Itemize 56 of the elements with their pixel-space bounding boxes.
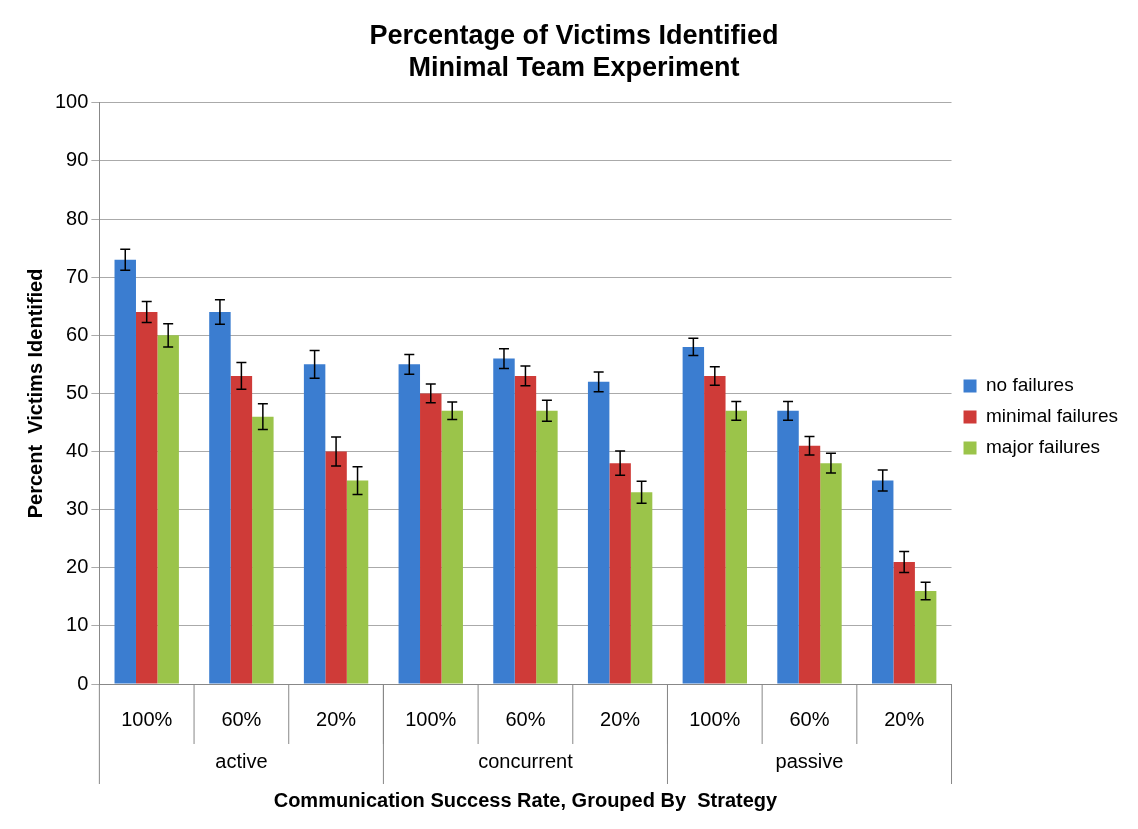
bar — [871, 480, 894, 684]
y-tick-label: 10 — [66, 613, 89, 636]
bar — [704, 375, 726, 684]
bar — [682, 346, 705, 684]
bar — [536, 410, 558, 684]
bar — [725, 410, 747, 684]
x-axis-title: Communication Success Rate, Grouped By Strategy — [273, 788, 779, 811]
x-tick-label: 100% — [405, 707, 457, 730]
bar — [914, 591, 937, 684]
text: concurrent — [478, 749, 574, 772]
y-tick-label: 0 — [77, 671, 89, 694]
bar — [346, 480, 369, 684]
chart-title: Percentage of Victims Identified Minimal Team Experiment — [369, 19, 779, 83]
bar — [398, 364, 421, 684]
text: active — [215, 749, 268, 772]
y-tick-label: 80 — [66, 206, 89, 229]
y-axis-title: Percent Victims Identified — [23, 268, 46, 519]
y-tick-label: 30 — [66, 497, 89, 520]
text: passive — [775, 749, 844, 772]
bar — [820, 463, 842, 684]
bar — [777, 410, 799, 684]
x-tick-label: 20% — [316, 707, 357, 730]
bar — [325, 451, 347, 684]
bar — [114, 259, 136, 684]
bar — [230, 375, 253, 684]
y-tick-label: 70 — [66, 264, 89, 287]
y-tick-label: 40 — [66, 439, 89, 462]
bar — [135, 312, 158, 684]
bar — [587, 381, 610, 684]
y-tick-label: 100 — [54, 90, 89, 113]
bar — [893, 561, 915, 684]
bar — [441, 410, 463, 684]
y-tick-label: 90 — [66, 148, 89, 171]
legend-label: minimal failures — [986, 405, 1118, 427]
bar — [157, 335, 179, 684]
x-tick-label: 60% — [789, 707, 830, 730]
bar — [303, 364, 326, 684]
bar — [514, 375, 537, 684]
legend-label: major failures — [986, 436, 1101, 458]
bar — [798, 445, 821, 684]
x-tick-label: 60% — [505, 707, 546, 730]
x-tick-label: 60% — [221, 707, 262, 730]
x-tick-label: 100% — [689, 707, 741, 730]
x-tick-label: 20% — [600, 707, 641, 730]
bar — [420, 393, 442, 684]
x-tick-label: 20% — [884, 707, 925, 730]
legend-label: no failures — [986, 374, 1074, 396]
y-tick-label: 20 — [66, 555, 89, 578]
x-tick-label: 100% — [121, 707, 173, 730]
bar — [252, 416, 274, 684]
bar — [493, 358, 515, 684]
bar — [209, 312, 231, 684]
y-tick-label: 60 — [66, 322, 89, 345]
bar — [630, 492, 653, 684]
bar — [609, 463, 631, 684]
y-tick-label: 50 — [66, 380, 89, 403]
